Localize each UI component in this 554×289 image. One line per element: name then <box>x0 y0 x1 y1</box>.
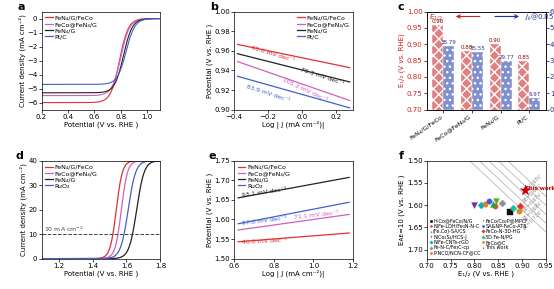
Bar <box>501 61 511 110</box>
Text: 40.0 mV dec⁻¹: 40.0 mV dec⁻¹ <box>242 237 288 245</box>
Text: ΔE=0.63V: ΔE=0.63V <box>522 174 543 195</box>
Text: 29.77: 29.77 <box>498 55 514 60</box>
Text: 0.88: 0.88 <box>460 45 473 50</box>
Text: 35.55: 35.55 <box>469 46 485 51</box>
X-axis label: Log | J (mA cm⁻²)|: Log | J (mA cm⁻²)| <box>263 121 325 129</box>
Point <box>489 201 498 206</box>
Text: e: e <box>208 151 216 161</box>
Text: 38.79: 38.79 <box>440 40 456 45</box>
Bar <box>472 51 483 110</box>
Y-axis label: Potential (V vs. RHE ): Potential (V vs. RHE ) <box>206 173 213 247</box>
Point <box>491 203 500 208</box>
Point <box>514 208 523 213</box>
Point <box>477 203 486 208</box>
Legend: FeN₄/G/FeCo, FeCo@FeN₄/G, FeN₄/G, RuO₂: FeN₄/G/FeCo, FeCo@FeN₄/G, FeN₄/G, RuO₂ <box>237 164 291 189</box>
Text: 10 mA cm$^{-2}$: 10 mA cm$^{-2}$ <box>44 225 84 234</box>
Text: ΔE=0.65V: ΔE=0.65V <box>522 183 543 204</box>
Text: d: d <box>16 151 23 161</box>
Y-axis label: Current density (mA cm⁻²): Current density (mA cm⁻²) <box>18 14 25 107</box>
Point <box>506 210 515 215</box>
Legend: FeN₄/G/FeCo, FeCo@FeN₄/G, FeN₄/G, Pt/C: FeN₄/G/FeCo, FeCo@FeN₄/G, FeN₄/G, Pt/C <box>45 15 98 40</box>
Point <box>481 201 490 206</box>
Text: ΔE=0.71V: ΔE=0.71V <box>522 210 543 231</box>
Text: 97.8 mV dec⁻¹: 97.8 mV dec⁻¹ <box>242 215 288 226</box>
Point <box>515 203 524 208</box>
Text: 71.1 mV dec⁻¹: 71.1 mV dec⁻¹ <box>293 211 338 221</box>
Y-axis label: E₁/₂ (V vs. RHE): E₁/₂ (V vs. RHE) <box>399 34 406 88</box>
Point <box>520 188 529 192</box>
Bar <box>461 51 472 289</box>
Bar <box>519 61 530 289</box>
Text: a: a <box>18 2 25 12</box>
Text: c: c <box>397 2 404 12</box>
X-axis label: Log | J (mA cm⁻²)|: Log | J (mA cm⁻²)| <box>263 270 325 278</box>
Text: b: b <box>211 2 218 12</box>
Legend: H-Co@FeCo/N/G, NiFe-LDH/Fe₃N-N-C, (Fe,Co)-SA/CS, NiCo₂S₄/HCS-J, NiFe-CNTs-rGO, F: H-Co@FeCo/N/G, NiFe-LDH/Fe₃N-N-C, (Fe,Co… <box>429 218 529 256</box>
X-axis label: Potential (V vs. RHE ): Potential (V vs. RHE ) <box>64 121 138 128</box>
Text: ΔE=0.69V: ΔE=0.69V <box>522 201 543 222</box>
Text: 105.2 mV dec⁻¹: 105.2 mV dec⁻¹ <box>281 77 328 102</box>
Text: f: f <box>398 151 403 161</box>
Text: $E_{1/2}$: $E_{1/2}$ <box>429 13 443 23</box>
Text: 65.6 mV dec⁻¹: 65.6 mV dec⁻¹ <box>251 45 295 63</box>
Bar <box>432 25 443 289</box>
Text: 0.90: 0.90 <box>489 38 501 43</box>
Text: This work: This work <box>525 186 554 191</box>
Bar <box>490 44 501 289</box>
Legend: FeN₄/G/FeCo, FeCo@FeN₄/G, FeN₄/G, RuO₂: FeN₄/G/FeCo, FeCo@FeN₄/G, FeN₄/G, RuO₂ <box>45 164 98 189</box>
X-axis label: E₁/₂ (V vs. RHE ): E₁/₂ (V vs. RHE ) <box>458 270 514 277</box>
Text: 83.9 mV dec⁻¹: 83.9 mV dec⁻¹ <box>246 84 290 103</box>
Point <box>484 199 493 203</box>
Y-axis label: Potential (V vs. RHE ): Potential (V vs. RHE ) <box>206 23 213 98</box>
Bar <box>443 46 454 110</box>
Point <box>491 199 500 203</box>
Text: 0.85: 0.85 <box>518 55 530 60</box>
Text: 76.3 mV dec⁻¹: 76.3 mV dec⁻¹ <box>300 68 345 86</box>
Y-axis label: Eᴀᴇ=10 (V vs. RHE ): Eᴀᴇ=10 (V vs. RHE ) <box>399 174 406 245</box>
Text: 93.1 mV dec⁻¹: 93.1 mV dec⁻¹ <box>242 187 287 198</box>
Text: 6.97: 6.97 <box>529 92 541 97</box>
Point <box>509 206 518 211</box>
Point <box>469 203 478 208</box>
Legend: FeN₄/G/FeCo, FeCo@FeN₄/G, FeN₄/G, Pt/C: FeN₄/G/FeCo, FeCo@FeN₄/G, FeN₄/G, Pt/C <box>296 15 350 40</box>
Text: $J_k$@0.85 V: $J_k$@0.85 V <box>524 11 554 23</box>
Bar <box>530 98 540 110</box>
Text: ΔE=0.67V: ΔE=0.67V <box>522 192 543 213</box>
X-axis label: Potential (V vs. RHE ): Potential (V vs. RHE ) <box>64 270 138 277</box>
Y-axis label: Current density (mA cm⁻²): Current density (mA cm⁻²) <box>19 163 27 256</box>
Point <box>497 201 506 206</box>
Text: 0.96: 0.96 <box>432 19 444 24</box>
